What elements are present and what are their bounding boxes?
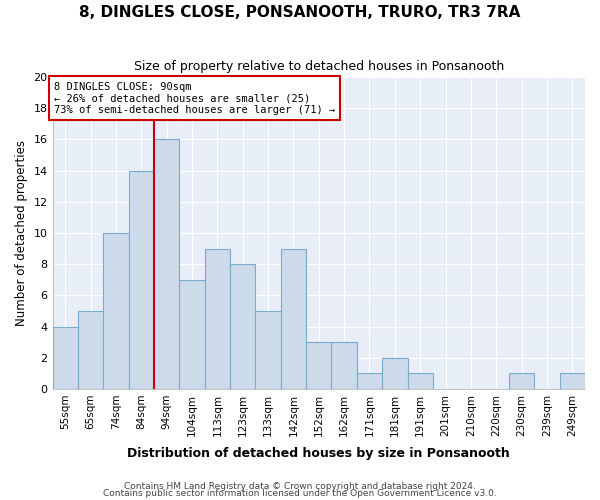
Title: Size of property relative to detached houses in Ponsanooth: Size of property relative to detached ho…: [134, 60, 504, 73]
Bar: [128, 170, 154, 389]
Bar: [256, 311, 281, 389]
X-axis label: Distribution of detached houses by size in Ponsanooth: Distribution of detached houses by size …: [127, 447, 510, 460]
Bar: [205, 248, 230, 389]
Bar: [306, 342, 331, 389]
Bar: [103, 233, 128, 389]
Bar: [331, 342, 357, 389]
Bar: [281, 248, 306, 389]
Bar: [407, 374, 433, 389]
Text: 8 DINGLES CLOSE: 90sqm
← 26% of detached houses are smaller (25)
73% of semi-det: 8 DINGLES CLOSE: 90sqm ← 26% of detached…: [54, 82, 335, 115]
Bar: [382, 358, 407, 389]
Bar: [179, 280, 205, 389]
Bar: [230, 264, 256, 389]
Bar: [560, 374, 585, 389]
Bar: [53, 326, 78, 389]
Bar: [357, 374, 382, 389]
Bar: [509, 374, 534, 389]
Y-axis label: Number of detached properties: Number of detached properties: [15, 140, 28, 326]
Bar: [78, 311, 103, 389]
Text: Contains HM Land Registry data © Crown copyright and database right 2024.: Contains HM Land Registry data © Crown c…: [124, 482, 476, 491]
Text: 8, DINGLES CLOSE, PONSANOOTH, TRURO, TR3 7RA: 8, DINGLES CLOSE, PONSANOOTH, TRURO, TR3…: [79, 5, 521, 20]
Bar: [154, 140, 179, 389]
Text: Contains public sector information licensed under the Open Government Licence v3: Contains public sector information licen…: [103, 489, 497, 498]
